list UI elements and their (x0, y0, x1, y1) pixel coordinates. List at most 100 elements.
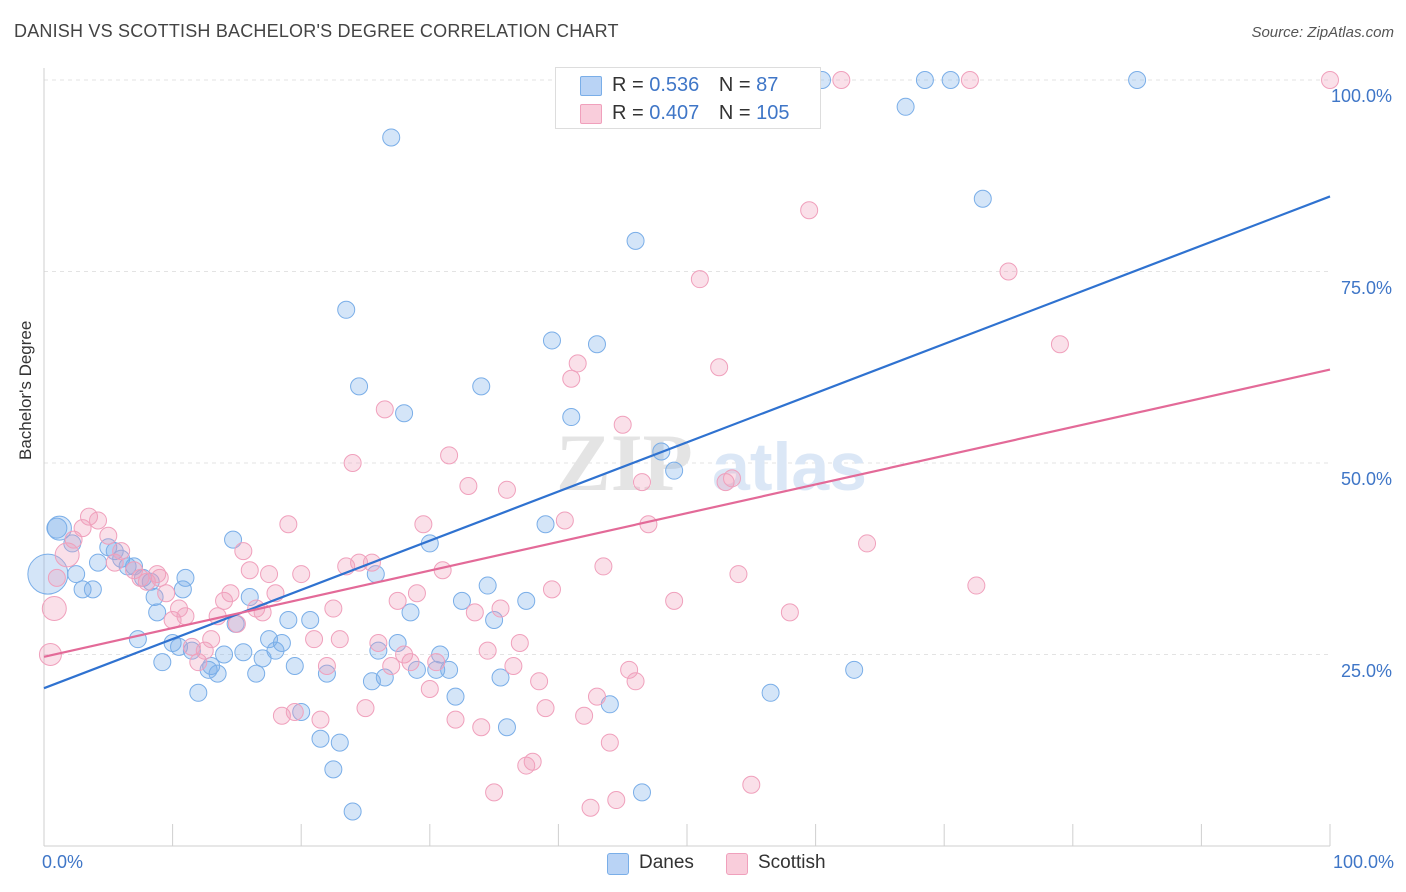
y-tick-label: 75.0% (1340, 277, 1392, 298)
scottish-point (189, 653, 208, 672)
scottish-point (485, 783, 504, 802)
scottish-point (305, 630, 324, 649)
scottish-point (999, 262, 1018, 281)
danes-point (587, 335, 606, 354)
danes-point (375, 668, 394, 687)
scottish-point (54, 542, 80, 568)
scottish-point (440, 446, 459, 465)
scottish-point (420, 679, 439, 698)
stats-legend: R = 0.536 N = 87 R = 0.407 N = 105 (555, 67, 821, 129)
scottish-point (427, 653, 446, 672)
scottish-point (311, 710, 330, 729)
scottish-point (170, 599, 189, 618)
scottish-point (285, 702, 304, 721)
scottish-point (382, 656, 401, 675)
danes-point (148, 603, 167, 622)
scottish-n-value: 105 (756, 102, 790, 124)
danes-point (632, 783, 651, 802)
danes-point (182, 641, 201, 660)
scottish-point (73, 519, 92, 538)
danes-point (292, 702, 311, 721)
scottish-point (1321, 71, 1339, 89)
danes-n-value: 87 (756, 74, 779, 96)
scottish-point (555, 511, 574, 530)
danes-point (472, 377, 491, 396)
danes-point (89, 553, 108, 572)
danes-point (896, 97, 915, 116)
danes-point (337, 300, 356, 319)
danes-point (388, 634, 407, 653)
scottish-point (690, 270, 709, 289)
x-tick-label: 0.0% (42, 852, 84, 872)
scottish-point (581, 798, 600, 817)
scottish-point (317, 656, 336, 675)
scottish-point (176, 607, 195, 626)
scottish-point (356, 699, 375, 718)
scottish-point (594, 557, 613, 576)
scottish-point (575, 706, 594, 725)
danes-point (665, 461, 684, 480)
danes-point (395, 404, 414, 423)
scottish-point (632, 473, 651, 492)
legend-scottish-label: Scottish (758, 852, 826, 873)
danes-point (562, 408, 581, 427)
danes-point (176, 568, 195, 587)
scottish-point (729, 565, 748, 584)
scottish-point (626, 672, 645, 691)
danes-point (311, 729, 330, 748)
danes-point (83, 580, 102, 599)
scottish-point (401, 653, 420, 672)
scottish-point (215, 591, 234, 610)
scottish-point (620, 660, 639, 679)
legend-danes-label: Danes (639, 852, 694, 873)
legend-danes-swatch (607, 853, 629, 875)
scottish-point (99, 526, 118, 545)
danes-point (536, 515, 555, 534)
danes-r-label: R = (612, 74, 644, 96)
scottish-point (536, 699, 555, 718)
danes-point (208, 664, 227, 683)
danes-point (761, 683, 780, 702)
y-tick-label: 50.0% (1340, 469, 1392, 489)
scottish-point (478, 641, 497, 660)
scottish-point (600, 733, 619, 752)
danes-point (973, 189, 992, 208)
scottish-point (504, 656, 523, 675)
x-tick-label: 100.0% (1332, 852, 1394, 872)
danes-point (407, 660, 426, 679)
danes-point (478, 576, 497, 595)
scottish-point (607, 791, 626, 810)
danes-point (189, 683, 208, 702)
y-tick-label: 100.0% (1330, 86, 1392, 106)
scottish-r-value: 0.407 (649, 102, 700, 124)
danes-point (173, 580, 192, 599)
danes-point (279, 611, 298, 630)
danes-point (497, 718, 516, 737)
scottish-point (234, 542, 253, 561)
danes-point (67, 565, 86, 584)
scottish-point (330, 630, 349, 649)
danes-point (317, 664, 336, 683)
scottish-point (80, 507, 99, 526)
scottish-point (112, 542, 131, 561)
danes-point (46, 517, 68, 539)
danes-point (626, 231, 645, 250)
danes-point (330, 733, 349, 752)
scottish-point (414, 515, 433, 534)
danes-point (234, 643, 253, 662)
danes-point (145, 588, 164, 607)
scottish-point (240, 561, 259, 580)
danes-swatch (580, 76, 602, 96)
data-points (27, 71, 1339, 821)
danes-r-value: 0.536 (649, 74, 700, 96)
danes-point (369, 641, 388, 660)
scottish-point (780, 603, 799, 622)
scottish-point (562, 369, 581, 388)
scottish-point (324, 599, 343, 618)
scottish-point (568, 354, 587, 373)
danes-point (153, 653, 172, 672)
scottish-point (89, 511, 108, 530)
scottish-point (41, 596, 67, 622)
scottish-point (639, 515, 658, 534)
